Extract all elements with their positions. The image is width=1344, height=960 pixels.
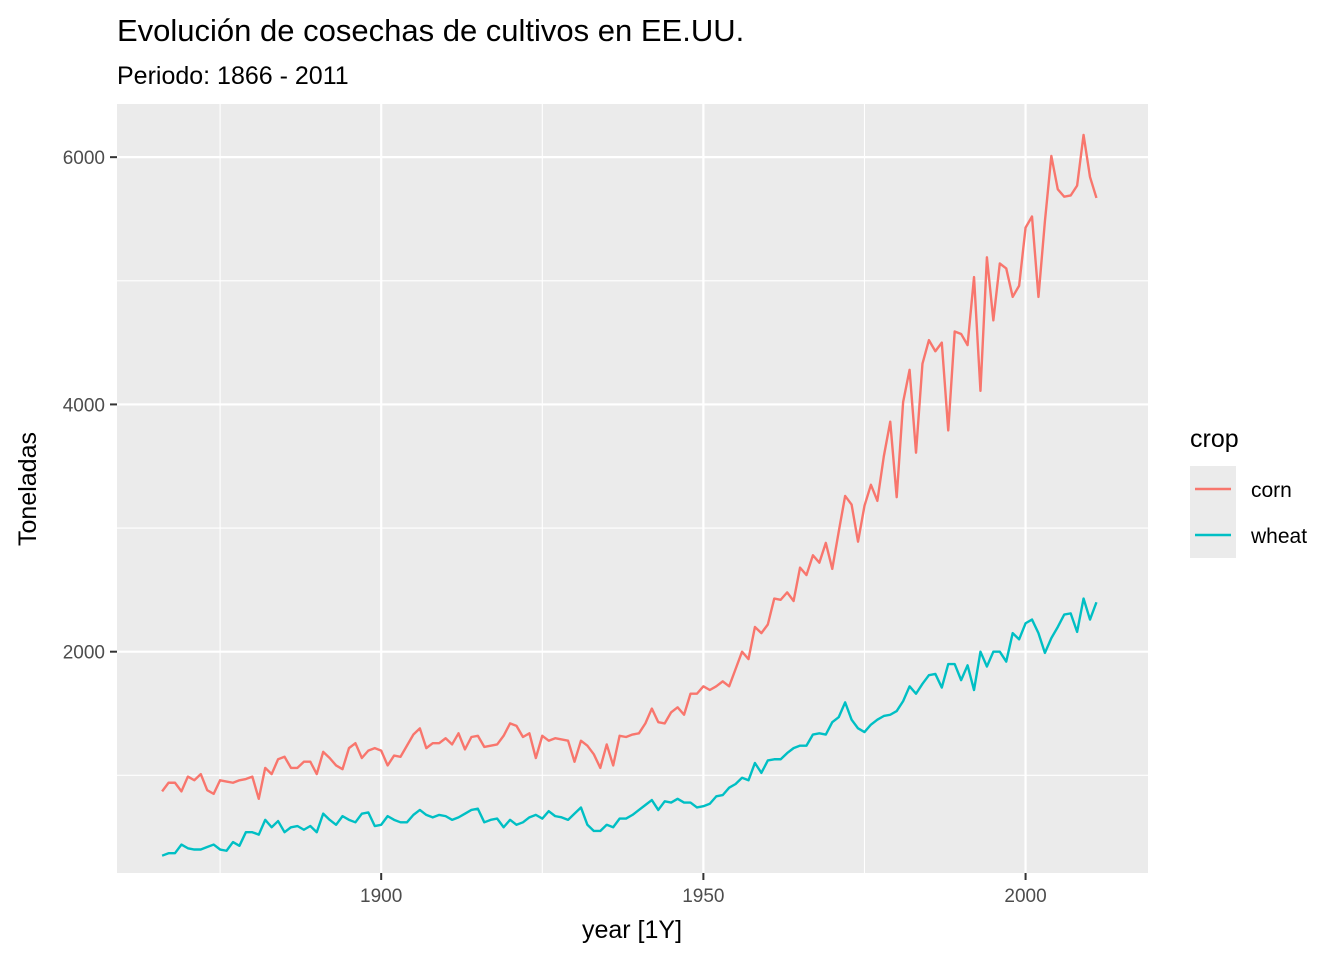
major-gridlines bbox=[117, 104, 1148, 873]
y-axis-title: Toneladas bbox=[14, 432, 42, 546]
legend: crop corn wheat bbox=[1190, 425, 1307, 558]
series-layer bbox=[161, 133, 1098, 857]
chart-subtitle: Periodo: 1866 - 2011 bbox=[117, 62, 349, 90]
series-line-corn bbox=[161, 133, 1098, 801]
legend-label-wheat: wheat bbox=[1250, 525, 1307, 548]
y-tick-label: 4000 bbox=[63, 395, 105, 416]
x-tick-label: 2000 bbox=[1004, 886, 1046, 907]
y-tick-label: 2000 bbox=[63, 643, 105, 664]
x-tick-label: 1950 bbox=[682, 886, 724, 907]
x-axis-title: year [1Y] bbox=[582, 916, 682, 944]
x-tick-label: 1900 bbox=[360, 886, 402, 907]
legend-title: crop bbox=[1190, 425, 1239, 453]
legend-label-corn: corn bbox=[1251, 479, 1292, 502]
minor-gridlines bbox=[117, 104, 1148, 873]
y-axis: 2000 4000 6000 bbox=[63, 148, 117, 664]
series-line-wheat bbox=[161, 597, 1098, 857]
chart-title: Evolución de cosechas de cultivos en EE.… bbox=[117, 13, 744, 48]
y-tick-label: 6000 bbox=[63, 148, 105, 169]
plot-panel bbox=[117, 104, 1148, 873]
x-axis: 1900 1950 2000 bbox=[360, 873, 1047, 907]
